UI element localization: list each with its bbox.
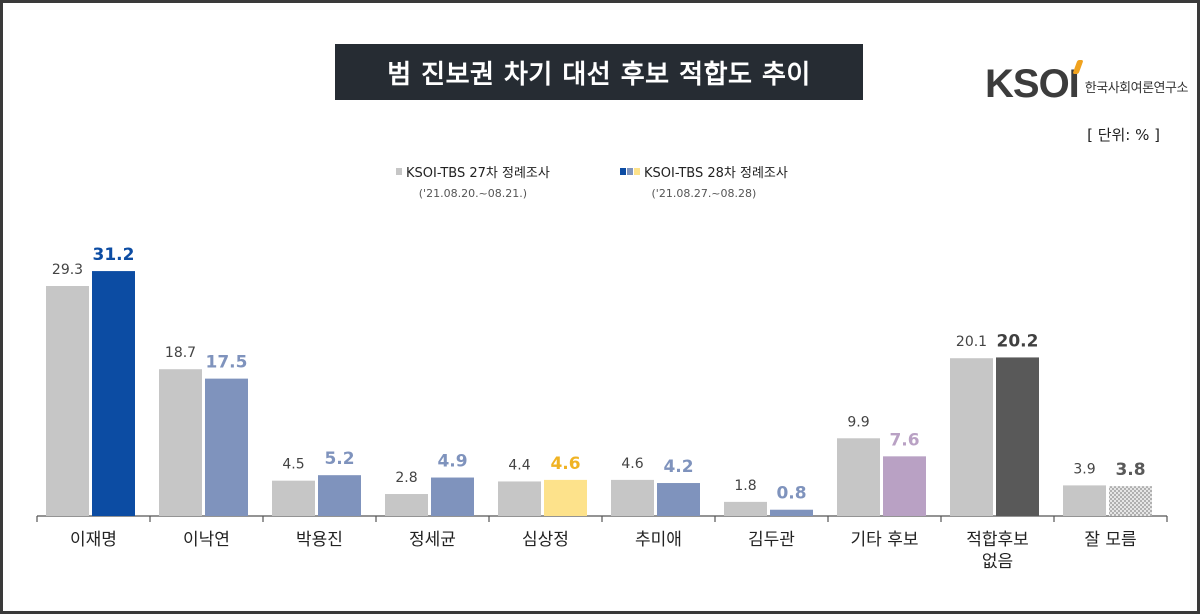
chart-title: 범 진보권 차기 대선 후보 적합도 추이 <box>335 44 863 100</box>
category-label: 추미애 <box>635 530 682 550</box>
data-label-prev: 3.9 <box>1073 461 1095 477</box>
data-label-prev: 1.8 <box>734 478 756 494</box>
data-label-prev: 29.3 <box>52 262 83 278</box>
legend-label-curr: KSOI-TBS 28차 정례조사 <box>644 166 788 181</box>
data-label-prev: 9.9 <box>847 414 869 430</box>
data-label-curr: 4.2 <box>663 457 693 477</box>
legend-swatch-curr-1 <box>620 168 626 175</box>
bar-prev <box>1063 485 1106 516</box>
legend-item-curr: KSOI-TBS 28차 정례조사 ('21.08.27.~08.28) <box>620 162 788 200</box>
data-label-prev: 20.1 <box>956 334 987 350</box>
data-label-curr: 17.5 <box>206 353 248 373</box>
data-label-curr: 20.2 <box>997 331 1039 351</box>
legend-swatch-curr-2 <box>627 168 633 175</box>
bar-curr <box>544 479 587 516</box>
category-label: 적합후보 <box>966 530 1029 550</box>
bar-prev <box>159 369 202 516</box>
data-label-curr: 31.2 <box>93 245 135 265</box>
data-label-curr: 3.8 <box>1115 460 1145 480</box>
category-label: 김두관 <box>748 530 795 550</box>
legend-period-curr: ('21.08.27.~08.28) <box>651 187 757 200</box>
bar-curr <box>318 475 361 516</box>
bar-prev <box>837 438 880 516</box>
data-label-curr: 7.6 <box>889 430 919 450</box>
bar-prev <box>611 479 654 516</box>
legend: KSOI-TBS 27차 정례조사 ('21.08.20.~08.21.) KS… <box>0 162 1200 208</box>
unit-label: [ 단위: % ] <box>1087 126 1160 144</box>
bar-prev <box>385 494 428 516</box>
legend-item-prev: KSOI-TBS 27차 정례조사 ('21.08.20.~08.21.) <box>396 162 550 200</box>
category-label: 기타 후보 <box>851 530 919 550</box>
category-label: 이낙연 <box>183 530 230 550</box>
bar-curr <box>883 456 926 516</box>
data-label-curr: 0.8 <box>776 484 806 504</box>
category-label: 잘 모름 <box>1084 530 1136 550</box>
data-label-curr: 4.9 <box>437 452 467 472</box>
legend-swatch-prev <box>396 168 402 175</box>
legend-label-prev: KSOI-TBS 27차 정례조사 <box>406 166 550 181</box>
logo-mark: KSOI <box>985 60 1084 104</box>
bar-prev <box>46 285 89 516</box>
data-label-prev: 2.8 <box>395 470 417 486</box>
bar-prev <box>724 501 767 516</box>
bar-curr <box>657 483 700 516</box>
category-label: 정세균 <box>409 530 456 550</box>
bar-curr <box>770 509 813 516</box>
bar-prev <box>498 481 541 516</box>
logo-text: 한국사회여론연구소 <box>1084 81 1189 96</box>
data-label-prev: 4.4 <box>508 457 530 473</box>
data-label-prev: 4.6 <box>621 456 643 472</box>
bar-curr <box>996 357 1039 516</box>
legend-swatch-curr-3 <box>634 168 640 175</box>
legend-period-prev: ('21.08.20.~08.21.) <box>418 187 528 200</box>
category-label: 박용진 <box>296 530 343 550</box>
bar-curr <box>431 477 474 516</box>
data-label-curr: 5.2 <box>324 449 354 469</box>
bar-prev <box>950 358 993 516</box>
data-label-prev: 18.7 <box>165 345 196 361</box>
data-label-prev: 4.5 <box>282 457 304 473</box>
category-label: 이재명 <box>70 530 117 550</box>
category-label: 없음 <box>982 552 1013 572</box>
bar-curr <box>1109 486 1152 516</box>
bar-curr <box>92 271 135 516</box>
category-label: 심상정 <box>522 530 569 550</box>
bar-curr <box>205 378 248 516</box>
bar-prev <box>272 480 315 516</box>
ksoi-logo: KSOI 한국사회여론연구소 <box>985 60 1189 104</box>
data-label-curr: 4.6 <box>550 454 580 474</box>
